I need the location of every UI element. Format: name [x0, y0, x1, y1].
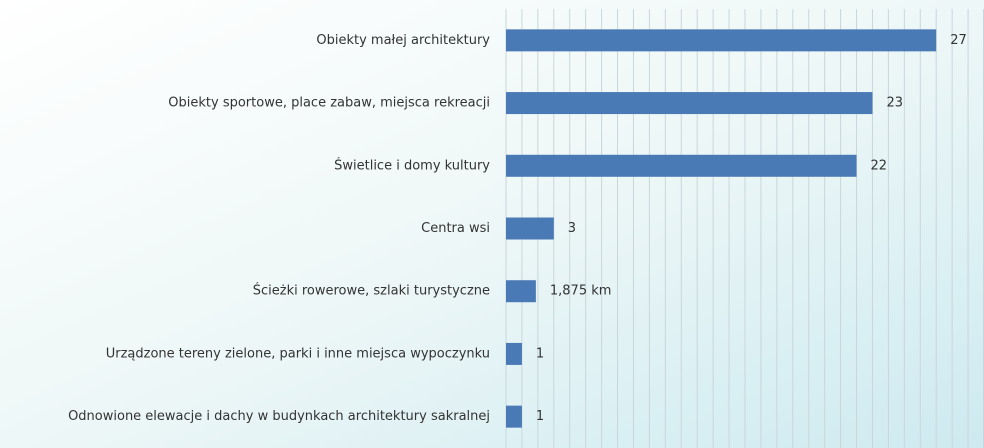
bar: [506, 154, 857, 177]
bar: [506, 29, 937, 52]
value-label: 22: [871, 158, 888, 173]
category-label: Centra wsi: [421, 221, 490, 236]
category-label: Obiekty sportowe, place zabaw, miejsca r…: [168, 96, 490, 111]
bar: [506, 280, 536, 303]
bar: [506, 342, 522, 365]
value-label: 3: [568, 221, 576, 236]
value-label: 27: [950, 33, 967, 48]
category-label: Świetlice i domy kultury: [334, 157, 490, 173]
bar: [506, 92, 873, 115]
value-label: 1: [536, 409, 544, 424]
value-label: 1,875 km: [550, 284, 612, 299]
category-label: Odnowione elewacje i dachy w budynkach a…: [68, 409, 490, 424]
bar: [506, 217, 554, 240]
value-label: 1: [536, 346, 544, 361]
value-label: 23: [886, 96, 903, 111]
category-label: Obiekty małej architektury: [316, 33, 490, 48]
bar: [506, 405, 522, 428]
category-label: Urządzone tereny zielone, parki i inne m…: [106, 346, 490, 361]
category-label: Ścieżki rowerowe, szlaki turystyczne: [253, 283, 490, 299]
